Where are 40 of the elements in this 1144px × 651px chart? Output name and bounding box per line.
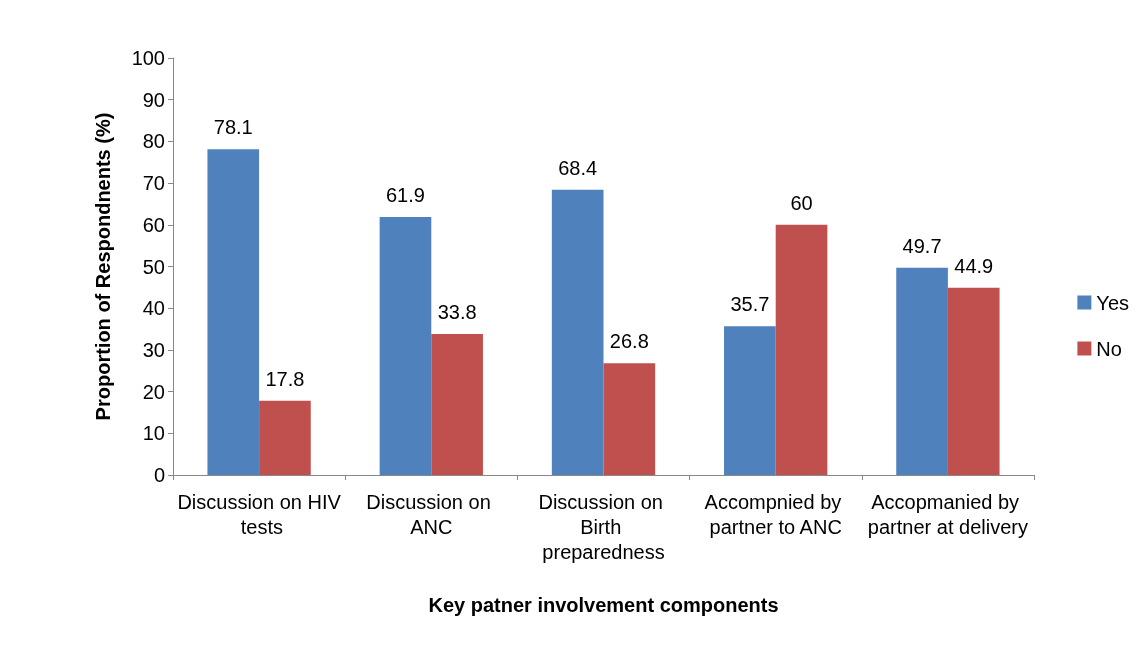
y-tick-label: 100 xyxy=(131,47,165,69)
bar xyxy=(947,287,1000,475)
data-label: 68.4 xyxy=(558,156,598,179)
bar xyxy=(775,224,828,475)
bar xyxy=(896,267,948,475)
bar xyxy=(551,189,604,475)
data-label: 26.8 xyxy=(609,330,649,353)
data-label: 61.9 xyxy=(386,183,425,206)
y-tick-label: 80 xyxy=(142,130,165,153)
y-tick-label: 70 xyxy=(142,172,165,195)
data-label: 33.8 xyxy=(437,301,477,324)
y-tick-label: 20 xyxy=(142,380,165,403)
bar xyxy=(603,363,656,475)
bar xyxy=(724,326,776,475)
data-label: 60 xyxy=(790,191,813,214)
data-label: 49.7 xyxy=(902,234,942,257)
y-tick-label: 10 xyxy=(142,422,165,445)
y-tick-label: 40 xyxy=(142,297,165,320)
bar xyxy=(379,216,432,475)
y-tick-label: 90 xyxy=(142,88,165,111)
bar xyxy=(207,149,260,475)
legend-label: No xyxy=(1096,337,1122,360)
x-tick-label: Discussion on HIV tests xyxy=(177,490,342,538)
data-label: 17.8 xyxy=(265,367,305,390)
y-tick-label: 50 xyxy=(142,255,165,278)
bar xyxy=(259,400,311,475)
y-tick-label: 60 xyxy=(142,213,165,236)
x-axis-title: Key patner involvement components xyxy=(428,594,779,616)
data-label: 35.7 xyxy=(730,293,770,316)
x-tick-label: Discussion on ANC xyxy=(366,490,497,538)
y-axis-title: Proportion of Respondnents (%) xyxy=(92,112,114,421)
data-label: 44.9 xyxy=(954,254,994,277)
y-tick-label: 0 xyxy=(153,464,165,486)
data-label: 78.1 xyxy=(213,116,253,139)
x-tick-label: Accompnied by partner to ANC xyxy=(704,490,847,538)
x-tick-label: Accopmanied by partner at delivery xyxy=(867,490,1028,538)
y-tick-label: 30 xyxy=(142,338,165,361)
legend-label: Yes xyxy=(1096,291,1130,314)
bar xyxy=(431,334,483,475)
x-tick-label: Discussion on Birth preparedness xyxy=(538,490,669,563)
